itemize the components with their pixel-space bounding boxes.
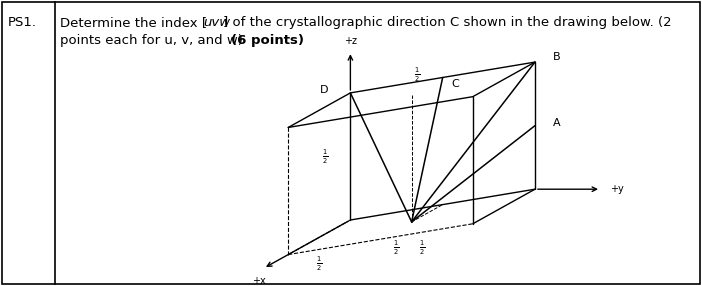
Text: A: A xyxy=(552,118,560,128)
Text: $\frac{1}{2}$: $\frac{1}{2}$ xyxy=(322,147,329,166)
Text: Determine the index [: Determine the index [ xyxy=(60,16,207,29)
Text: $\frac{1}{2}$: $\frac{1}{2}$ xyxy=(414,66,420,84)
Text: +x: +x xyxy=(252,276,266,286)
Text: (6 points): (6 points) xyxy=(231,34,304,47)
Text: PS1.: PS1. xyxy=(8,16,37,29)
Text: C: C xyxy=(451,79,459,89)
Text: uvw: uvw xyxy=(203,16,230,29)
Text: +z: +z xyxy=(344,36,357,46)
Text: D: D xyxy=(319,85,328,95)
Text: $\frac{1}{2}$: $\frac{1}{2}$ xyxy=(419,239,426,257)
Text: +y: +y xyxy=(610,184,623,194)
Text: $\frac{1}{2}$: $\frac{1}{2}$ xyxy=(393,239,399,257)
Text: ] of the crystallographic direction C shown in the drawing below. (2: ] of the crystallographic direction C sh… xyxy=(223,16,672,29)
Text: B: B xyxy=(552,52,560,62)
Text: $\frac{1}{2}$: $\frac{1}{2}$ xyxy=(316,254,322,273)
Text: points each for u, v, and w): points each for u, v, and w) xyxy=(60,34,247,47)
